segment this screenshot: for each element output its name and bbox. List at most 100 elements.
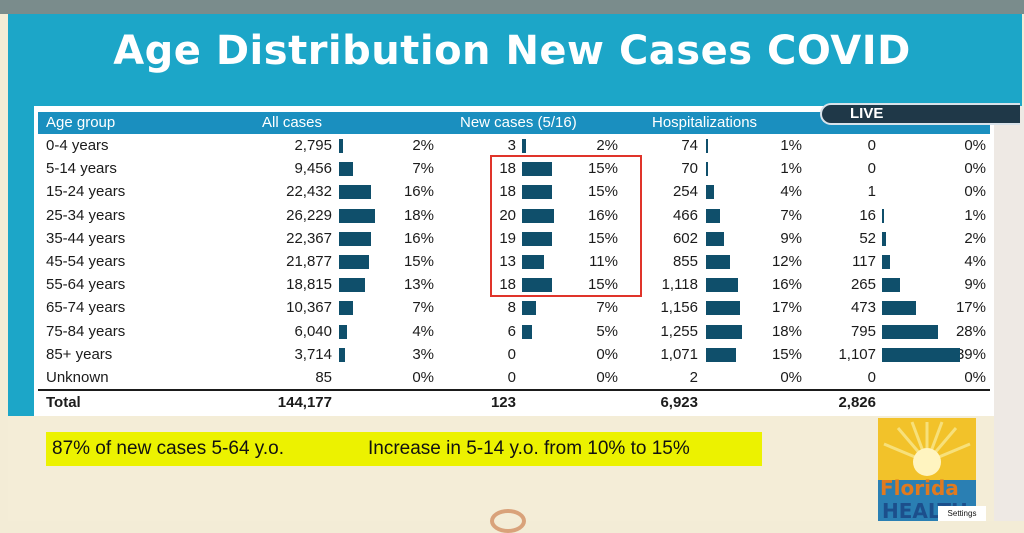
cell-new-pct: 15% [587,183,618,200]
cell-new-pct: 15% [587,276,618,293]
cell-deaths-pct: 39% [955,346,986,363]
page-title: Age Distribution New Cases COVID [113,28,911,74]
cell-new-pct: 11% [589,253,618,270]
cell-deaths: 265 [850,276,876,293]
cell-new-cases: 8 [507,299,516,316]
cell-new-pct: 2% [596,137,618,154]
cell-deaths: 473 [850,299,876,316]
cell-hosp-pct: 9% [780,230,802,247]
cell-deaths-pct: 17% [955,299,986,316]
header-new-cases: New cases (5/16) [460,114,577,131]
cell-all-cases: 2,795 [294,137,332,154]
cell-new-cases: 18 [499,183,516,200]
bar-all-cases [339,162,353,176]
cell-new-cases: 18 [499,160,516,177]
bar-new-cases [522,162,552,176]
bar-hospitalizations [706,209,720,223]
cell-all-cases: 22,367 [286,230,332,247]
cell-deaths-pct: 0% [964,137,986,154]
cell-new-cases: 20 [499,207,516,224]
bar-deaths [882,348,960,362]
cell-hospitalizations: 1,071 [660,346,698,363]
bar-hospitalizations [706,139,708,153]
cell-all-pct: 3% [412,346,434,363]
bar-deaths [882,209,884,223]
cell-new-cases: 0 [507,369,516,386]
florida-health-logo: Florida HEALTH [878,418,976,521]
bar-all-cases [339,232,371,246]
cell-deaths: 0 [867,137,876,154]
bar-hospitalizations [706,255,730,269]
cell-deaths-pct: 1% [964,207,986,224]
cell-deaths: 1,107 [838,346,876,363]
bar-all-cases [339,185,371,199]
cell-hosp-pct: 1% [780,137,802,154]
cell-hospitalizations: 2 [689,369,698,386]
header-all-cases: All cases [262,114,323,131]
cell-hospitalizations: 74 [681,137,698,154]
cell-hosp-pct: 12% [771,253,802,270]
cell-all-cases: 22,432 [286,183,332,200]
cell-hosp-pct: 7% [780,207,802,224]
cell-all-cases: 10,367 [286,299,332,316]
summary-banner: 87% of new cases 5-64 y.o. Increase in 5… [46,432,762,466]
bar-deaths [882,278,900,292]
cell-hospitalizations: 855 [672,253,698,270]
bar-new-cases [522,301,536,315]
slide-header [8,14,1022,106]
bar-hospitalizations [706,162,708,176]
window-top-strip [0,0,1024,14]
data-table [34,106,994,416]
cell-hosp-pct: 1% [780,160,802,177]
cell-all-pct: 7% [412,160,434,177]
cell-hosp-pct: 16% [771,276,802,293]
total-all-cases: 144,177 [277,394,332,411]
cell-all-pct: 15% [403,253,434,270]
cell-new-pct: 0% [596,369,618,386]
cell-all-cases: 21,877 [286,253,332,270]
live-badge: LIVE [820,103,1020,125]
cell-hospitalizations: 254 [672,183,698,200]
bar-hospitalizations [706,348,736,362]
cell-deaths: 0 [867,369,876,386]
cell-new-pct: 16% [587,207,618,224]
settings-button[interactable]: Settings [938,506,986,521]
cell-age: 55-64 years [46,276,126,293]
bar-all-cases [339,209,375,223]
cell-hosp-pct: 0% [780,369,802,386]
bar-new-cases [522,139,526,153]
cell-all-cases: 6,040 [294,323,332,340]
bar-deaths [882,255,890,269]
cell-hosp-pct: 17% [771,299,802,316]
cell-all-pct: 0% [412,369,434,386]
cell-all-pct: 7% [412,299,434,316]
cell-hosp-pct: 15% [771,346,802,363]
cell-new-pct: 7% [596,299,618,316]
cell-age: 45-54 years [46,253,126,270]
bar-all-cases [339,348,345,362]
cell-deaths: 1 [867,183,876,200]
cell-deaths: 117 [852,253,876,270]
cell-age: 75-84 years [46,323,126,340]
bar-new-cases [522,255,544,269]
cell-hosp-pct: 18% [771,323,802,340]
bar-hospitalizations [706,185,714,199]
bar-hospitalizations [706,325,742,339]
cell-deaths: 0 [867,160,876,177]
header-age-group: Age group [46,114,116,131]
cell-all-pct: 16% [403,183,434,200]
total-label: Total [46,394,81,411]
cell-all-cases: 18,815 [286,276,332,293]
header-hospitalizations: Hospitalizations [652,114,758,131]
bar-deaths [882,301,916,315]
bar-new-cases [522,278,552,292]
cell-deaths-pct: 0% [964,369,986,386]
bar-new-cases [522,325,532,339]
cell-deaths-pct: 9% [964,276,986,293]
cell-deaths-pct: 2% [964,230,986,247]
highlight-box [490,155,642,297]
bar-all-cases [339,325,347,339]
cell-new-cases: 0 [507,346,516,363]
cell-hospitalizations: 466 [672,207,698,224]
cell-hospitalizations: 70 [681,160,698,177]
